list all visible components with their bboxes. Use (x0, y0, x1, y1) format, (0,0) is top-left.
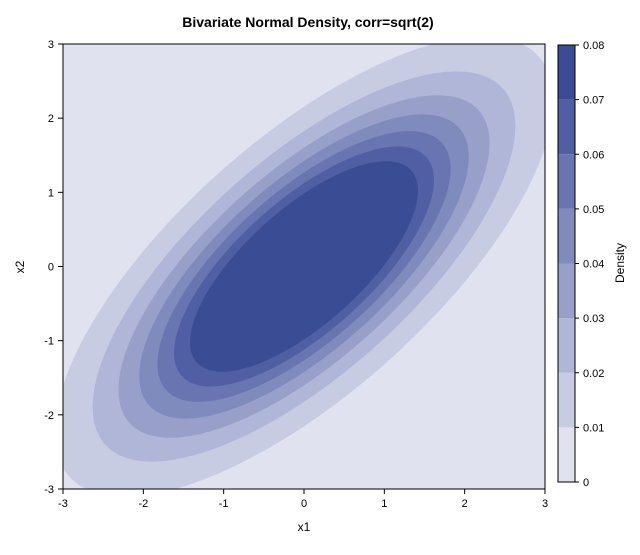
colorbar-band (558, 99, 575, 155)
axes: -3 -2 -1 0 1 2 3 -3 -2 -1 0 1 2 3 (44, 39, 548, 510)
x-tick-label: -3 (58, 498, 68, 510)
colorbar-tick-label: 0.02 (583, 368, 604, 380)
colorbar-tick-label: 0.07 (583, 95, 604, 107)
colorbar-band (558, 263, 575, 319)
colorbar-band (558, 154, 575, 209)
colorbar: 0 0.01 0.02 0.03 0.04 0.05 0.06 0.07 0.08 (557, 40, 604, 489)
colorbar-tick-label: 0.04 (583, 259, 604, 271)
y-tick-label: 0 (48, 262, 54, 274)
colorbar-tick-label: 0.03 (583, 313, 604, 325)
colorbar-band (558, 427, 575, 482)
contour-field (63, 44, 545, 489)
x-tick-label: 2 (462, 498, 468, 510)
y-tick-label: -3 (44, 484, 54, 496)
chart-title: Bivariate Normal Density, corr=sqrt(2) (182, 14, 433, 30)
colorbar-band (558, 372, 575, 428)
y-axis-label: x2 (13, 260, 27, 273)
y-tick-label: 1 (48, 187, 54, 199)
colorbar-band (558, 45, 575, 100)
colorbar-band (558, 318, 575, 373)
y-tick-label: -1 (44, 336, 54, 348)
x-tick-label: 0 (301, 498, 307, 510)
x-tick-label: -2 (138, 498, 148, 510)
colorbar-tick-label: 0.08 (583, 40, 604, 52)
x-tick-label: 1 (381, 498, 387, 510)
y-tick-label: -2 (44, 410, 54, 422)
x-axis-label: x1 (298, 520, 311, 534)
contour-band-7 (190, 161, 418, 372)
colorbar-tick-label: 0.06 (583, 149, 604, 161)
colorbar-label: Density (613, 243, 627, 283)
colorbar-tick-label: 0.05 (583, 204, 604, 216)
x-tick-label: -1 (219, 498, 229, 510)
x-tick-label: 3 (542, 498, 548, 510)
colorbar-tick-label: 0 (583, 477, 589, 489)
colorbar-band (558, 208, 575, 264)
y-tick-label: 2 (48, 113, 54, 125)
y-tick-label: 3 (48, 39, 54, 51)
colorbar-tick-label: 0.01 (583, 422, 604, 434)
